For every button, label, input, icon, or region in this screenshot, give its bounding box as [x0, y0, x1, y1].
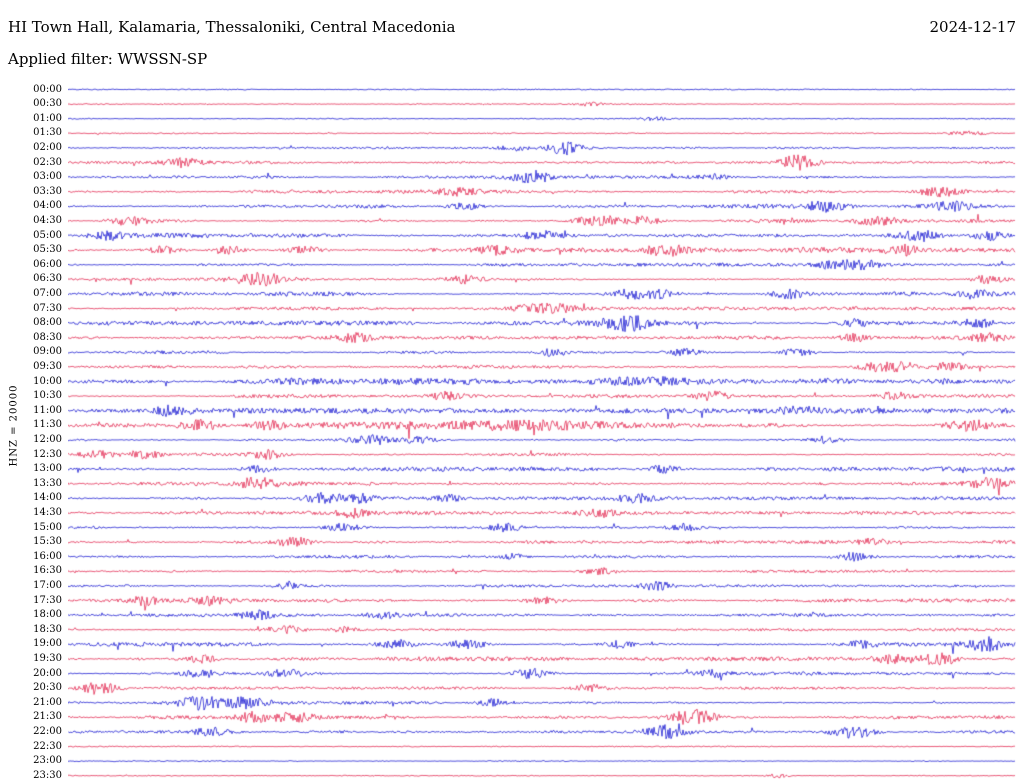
time-label: 09:30	[33, 360, 62, 372]
time-label: 15:30	[33, 536, 62, 548]
time-label: 22:00	[33, 725, 62, 737]
time-label: 13:30	[33, 477, 62, 489]
time-label: 08:30	[33, 331, 62, 343]
time-label: 10:30	[33, 390, 62, 402]
time-label: 14:30	[33, 506, 62, 518]
time-label: 19:30	[33, 652, 62, 664]
time-label: 00:30	[33, 98, 62, 110]
time-label: 18:00	[33, 609, 62, 621]
time-label: 15:00	[33, 521, 62, 533]
time-label: 11:00	[33, 404, 62, 416]
time-label: 01:30	[33, 127, 62, 139]
time-label: 23:00	[33, 755, 62, 767]
filter-row: Applied filter: WWSSN-SP	[8, 50, 207, 68]
time-label: 23:30	[33, 769, 62, 780]
time-label: 21:30	[33, 711, 62, 723]
time-label: 16:30	[33, 565, 62, 577]
time-label: 03:00	[33, 171, 62, 183]
seismogram-canvas	[68, 82, 1016, 780]
header: HI Town Hall, Kalamaria, Thessaloniki, C…	[8, 18, 1016, 36]
time-label: 04:30	[33, 214, 62, 226]
time-label: 20:30	[33, 682, 62, 694]
time-label: 16:00	[33, 550, 62, 562]
filter-label: Applied filter: WWSSN-SP	[8, 50, 208, 68]
time-label: 18:30	[33, 623, 62, 635]
time-label: 07:00	[33, 287, 62, 299]
time-label: 06:30	[33, 273, 62, 285]
time-label: 13:00	[33, 463, 62, 475]
time-label: 20:00	[33, 667, 62, 679]
time-label: 17:30	[33, 594, 62, 606]
time-label: 06:00	[33, 258, 62, 270]
date-label: 2024-12-17	[929, 18, 1016, 36]
time-label: 09:00	[33, 346, 62, 358]
time-label: 14:00	[33, 492, 62, 504]
time-label: 21:00	[33, 696, 62, 708]
time-label: 19:00	[33, 638, 62, 650]
time-label: 03:30	[33, 185, 62, 197]
time-label: 00:00	[33, 83, 62, 95]
time-label: 05:00	[33, 229, 62, 241]
time-label: 17:00	[33, 579, 62, 591]
time-label: 22:30	[33, 740, 62, 752]
time-label: 02:00	[33, 141, 62, 153]
time-label: 04:00	[33, 200, 62, 212]
time-label: 07:30	[33, 302, 62, 314]
station-title: HI Town Hall, Kalamaria, Thessaloniki, C…	[8, 18, 456, 36]
time-label: 11:30	[33, 419, 62, 431]
time-label: 12:00	[33, 433, 62, 445]
time-label: 10:00	[33, 375, 62, 387]
time-label: 12:30	[33, 448, 62, 460]
time-label: 01:00	[33, 112, 62, 124]
time-label: 02:30	[33, 156, 62, 168]
time-label: 05:30	[33, 244, 62, 256]
time-label: 08:00	[33, 317, 62, 329]
